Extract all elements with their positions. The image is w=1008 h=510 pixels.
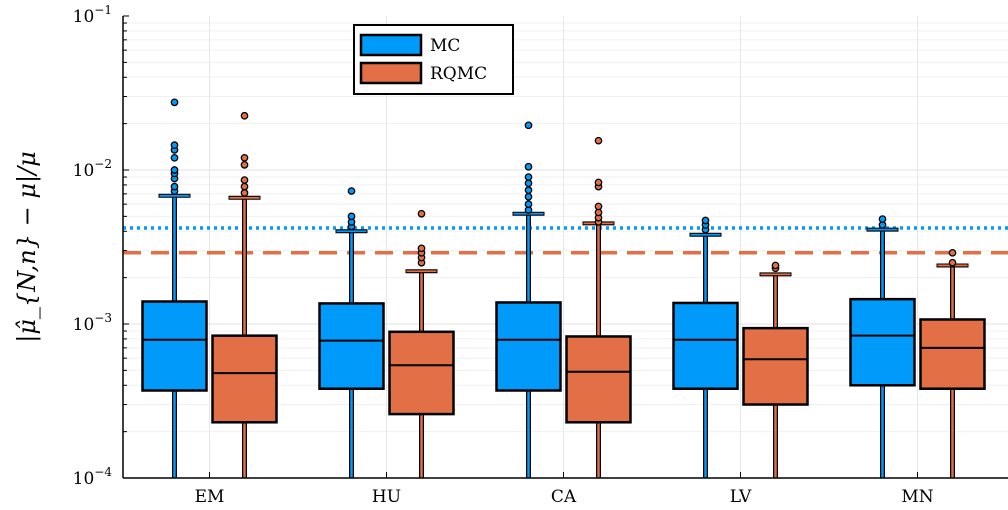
outlier-point (240, 182, 249, 191)
y-tick-label: 10−4 (73, 465, 113, 489)
box-body (318, 302, 385, 390)
x-tick-label: LV (730, 487, 752, 507)
outlier-point (170, 153, 179, 162)
outlier-point (524, 179, 533, 188)
box-body (211, 334, 278, 424)
x-tick-label: HU (372, 487, 401, 507)
y-axis-title-group: |μ̂_{N,n} − μ|/μ (13, 151, 42, 343)
outlier-point (524, 121, 533, 130)
y-tick-label: 10−2 (73, 157, 112, 181)
box-body (919, 318, 986, 390)
y-tick-label: 10−1 (73, 3, 112, 27)
outlier-point (771, 261, 780, 270)
tick-labels: 10−4 10−3 10−2 10−1 EM HU CA LV MN (73, 3, 934, 507)
box-mc-ca (495, 121, 562, 478)
outlier-point (417, 244, 426, 253)
legend-swatch-rqmc (359, 61, 423, 85)
box-body (141, 300, 208, 392)
box-body (672, 301, 739, 390)
outlier-point (240, 153, 249, 162)
outlier-point (240, 161, 249, 169)
x-tick-label: MN (901, 487, 933, 507)
outlier-point (524, 192, 533, 201)
box-body (742, 326, 809, 406)
outlier-point (594, 178, 603, 187)
outlier-point (524, 162, 533, 171)
axes (122, 15, 1008, 479)
outlier-point (240, 111, 249, 120)
outlier-point (240, 176, 249, 184)
outlier-point (240, 189, 249, 197)
outlier-point (347, 187, 356, 195)
outlier-point (170, 98, 179, 107)
legend-label-mc: MC (430, 36, 460, 56)
legend: MC RQMC (353, 24, 514, 95)
outlier-point (524, 200, 533, 209)
box-mc-mn (849, 215, 916, 478)
box-body (388, 330, 455, 416)
outlier-point (594, 136, 603, 145)
box-rqmc-mn (919, 248, 986, 478)
y-axis-title: |μ̂_{N,n} − μ|/μ (13, 151, 42, 343)
box-rqmc-ca (565, 136, 632, 478)
x-tick-label: EM (195, 487, 225, 507)
y-tick-label: 10−3 (73, 311, 112, 335)
reference-lines (123, 226, 1008, 255)
box-mc-lv (672, 216, 739, 478)
outlier-point (524, 186, 533, 194)
outlier-point (417, 209, 426, 218)
outlier-point (701, 216, 710, 225)
outlier-point (347, 212, 356, 221)
box-groups (141, 98, 986, 478)
outlier-point (170, 166, 179, 174)
box-rqmc-hu (388, 209, 455, 478)
box-rqmc-em (211, 111, 278, 478)
outlier-point (878, 215, 887, 223)
outlier-point (170, 182, 179, 191)
legend-label-rqmc: RQMC (430, 64, 487, 84)
box-mc-hu (318, 187, 385, 478)
outlier-point (524, 173, 533, 181)
box-rqmc-lv (742, 261, 809, 478)
box-body (565, 335, 632, 424)
x-tick-label: CA (551, 487, 577, 507)
box-body (849, 297, 916, 387)
outlier-point (948, 258, 957, 267)
outlier-point (948, 248, 957, 257)
outlier-point (594, 202, 603, 211)
legend-swatch-mc (359, 33, 423, 57)
box-mc-em (141, 98, 208, 478)
box-body (495, 301, 562, 392)
outlier-point (170, 141, 179, 149)
